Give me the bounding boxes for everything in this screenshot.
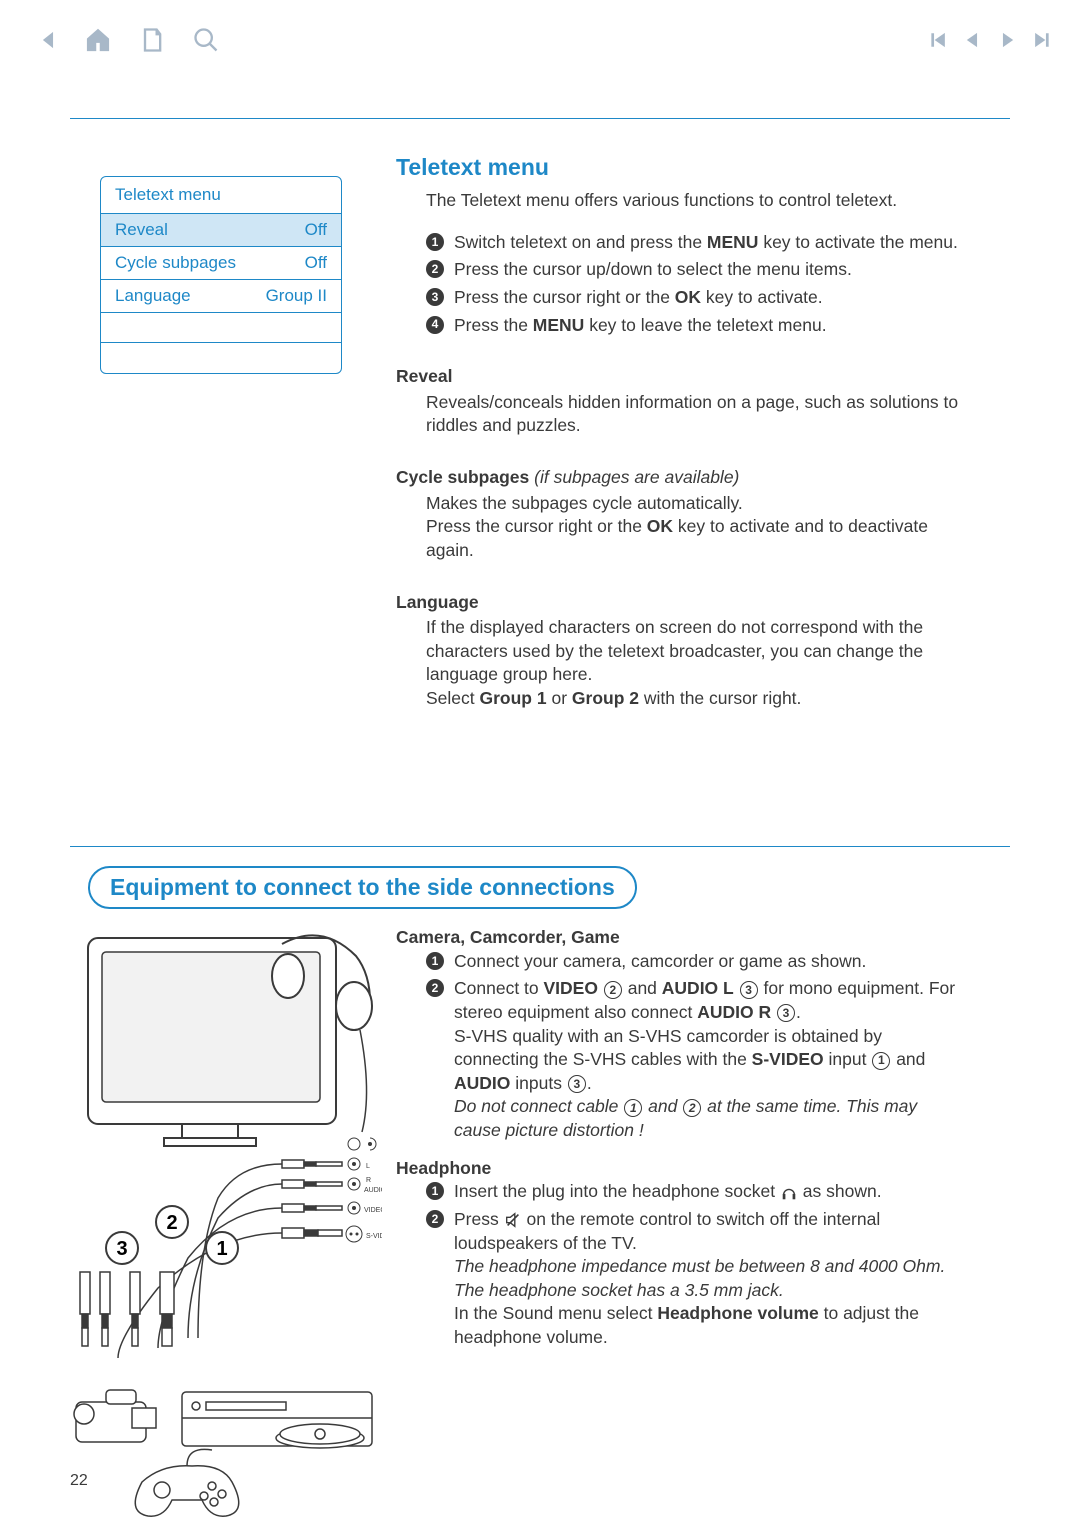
- step-text: Press the cursor right or the: [454, 287, 675, 307]
- step-num-icon: 1: [426, 1182, 444, 1200]
- svg-text:3: 3: [116, 1238, 127, 1260]
- body-bold: Group 2: [572, 688, 639, 708]
- step-text: Switch teletext on and press the: [454, 232, 707, 252]
- step-num-icon: 2: [426, 979, 444, 997]
- menu-row-empty: [101, 313, 341, 343]
- body-text: Select: [426, 688, 480, 708]
- svg-text:R: R: [366, 1177, 371, 1184]
- body-text: Makes the subpages cycle automatically.: [426, 493, 743, 513]
- step-num-icon: 1: [426, 952, 444, 970]
- list-item: 2 Press the cursor up/down to select the …: [426, 258, 966, 282]
- step-num-icon: 2: [426, 1210, 444, 1228]
- divider: [70, 118, 1010, 119]
- home-icon[interactable]: [84, 26, 112, 54]
- sub-heading: Cycle subpages (if subpages are availabl…: [396, 466, 966, 490]
- headphone-icon: [780, 1184, 798, 1202]
- menu-row-empty: [101, 343, 341, 373]
- section-title: Equipment to connect to the side connect…: [88, 866, 637, 909]
- list-item: 1 Switch teletext on and press the MENU k…: [426, 231, 966, 255]
- prev-page-icon[interactable]: [964, 31, 982, 49]
- step-list: 1 Insert the plug into the headphone soc…: [426, 1180, 966, 1349]
- step-num-icon: 1: [426, 233, 444, 251]
- body-bold: OK: [647, 516, 673, 536]
- last-page-icon[interactable]: [1032, 31, 1050, 49]
- step-text: Press the: [454, 315, 533, 335]
- svg-text:1: 1: [216, 1238, 227, 1260]
- step-num-icon: 2: [426, 260, 444, 278]
- step-bold: OK: [675, 287, 701, 307]
- body-text: If the displayed characters on screen do…: [426, 617, 923, 684]
- body-bold: Group 1: [480, 688, 547, 708]
- article-heading: Teletext menu: [396, 152, 966, 183]
- page-number: 22: [70, 1472, 88, 1490]
- svg-text:L: L: [366, 1163, 370, 1170]
- body-text: or: [547, 688, 572, 708]
- menu-row-value: Off: [305, 253, 327, 273]
- step-text: Press the cursor up/down to select the m…: [454, 258, 852, 282]
- article-intro: The Teletext menu offers various functio…: [426, 189, 966, 213]
- teletext-article: Teletext menu The Teletext menu offers v…: [396, 152, 966, 711]
- step-text: Press on the remote control to switch of…: [454, 1208, 966, 1350]
- menu-row-label: Reveal: [115, 220, 168, 240]
- step-bold: MENU: [707, 232, 759, 252]
- step-list: 1 Switch teletext on and press the MENU k…: [426, 231, 966, 338]
- body-text: Press the cursor right or the: [426, 516, 647, 536]
- divider: [70, 846, 1010, 847]
- list-item: 1 Insert the plug into the headphone soc…: [426, 1180, 966, 1204]
- svg-text:S-VIDEO: S-VIDEO: [366, 1233, 382, 1240]
- step-text: Connect your camera, camcorder or game a…: [454, 950, 866, 974]
- svg-text:AUDIO: AUDIO: [364, 1187, 382, 1194]
- sub-heading-italic: (if subpages are available): [534, 467, 739, 487]
- step-bold: MENU: [533, 315, 585, 335]
- first-page-icon[interactable]: [930, 31, 948, 49]
- mute-icon: [504, 1211, 522, 1229]
- body-text: with the cursor right.: [639, 688, 801, 708]
- next-page-icon[interactable]: [998, 31, 1016, 49]
- print-icon[interactable]: [138, 26, 166, 54]
- list-item: 4 Press the MENU key to leave the teletex…: [426, 314, 966, 338]
- step-text: Connect to VIDEO 2 and AUDIO L 3 for mon…: [454, 977, 966, 1142]
- sub-body: If the displayed characters on screen do…: [426, 616, 966, 711]
- sub-body: Makes the subpages cycle automatically. …: [426, 492, 966, 563]
- step-num-icon: 4: [426, 316, 444, 334]
- step-text: Insert the plug into the headphone socke…: [454, 1180, 882, 1204]
- teletext-menu-box: Teletext menu Reveal Off Cycle subpages …: [100, 176, 342, 374]
- step-text: key to activate the menu.: [758, 232, 957, 252]
- step-num-icon: 3: [426, 288, 444, 306]
- step-list: 1 Connect your camera, camcorder or game …: [426, 950, 966, 1143]
- sub-body: Reveals/conceals hidden information on a…: [426, 391, 966, 438]
- menu-row-value: Group II: [266, 286, 327, 306]
- list-item: 2 Connect to VIDEO 2 and AUDIO L 3 for m…: [426, 977, 966, 1142]
- list-item: 3 Press the cursor right or the OK key to…: [426, 286, 966, 310]
- menu-row: Cycle subpages Off: [101, 247, 341, 280]
- sub-heading: Language: [396, 591, 966, 615]
- step-text: key to leave the teletext menu.: [584, 315, 826, 335]
- svg-text:2: 2: [166, 1212, 177, 1234]
- svg-text:VIDEO: VIDEO: [364, 1207, 382, 1214]
- menu-row: Reveal Off: [101, 214, 341, 247]
- sub-heading: Headphone: [396, 1157, 966, 1181]
- back-icon[interactable]: [40, 31, 58, 49]
- list-item: 2 Press on the remote control to switch …: [426, 1208, 966, 1350]
- menu-title: Teletext menu: [101, 177, 341, 214]
- sub-heading: Reveal: [396, 365, 966, 389]
- list-item: 1 Connect your camera, camcorder or game …: [426, 950, 966, 974]
- sub-heading: Camera, Camcorder, Game: [396, 926, 966, 950]
- search-icon[interactable]: [192, 26, 220, 54]
- menu-row: Language Group II: [101, 280, 341, 313]
- menu-row-value: Off: [305, 220, 327, 240]
- sub-heading-text: Cycle subpages: [396, 467, 529, 487]
- menu-row-label: Cycle subpages: [115, 253, 236, 273]
- connection-diagram: L R AUDIO VIDEO S-VIDEO 2 3 1: [72, 932, 382, 1532]
- menu-row-label: Language: [115, 286, 191, 306]
- equipment-article: Camera, Camcorder, Game 1 Connect your ca…: [396, 926, 966, 1354]
- step-text: key to activate.: [701, 287, 823, 307]
- top-nav: [0, 20, 1080, 60]
